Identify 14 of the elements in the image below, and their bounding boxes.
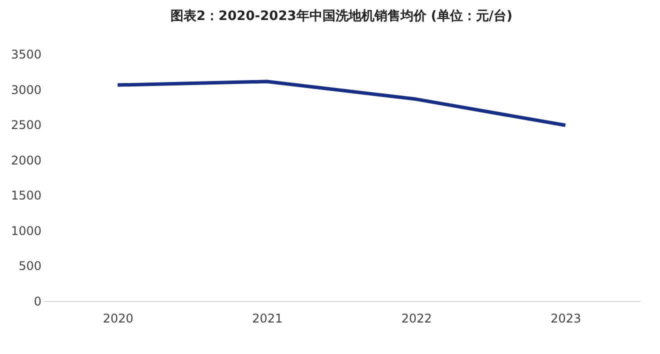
- x-tick-label: 2022: [401, 312, 432, 326]
- chart-title: 图表2：2020-2023年中国洗地机销售均价 (单位：元/台): [170, 8, 512, 24]
- x-tick-label: 2021: [252, 312, 283, 326]
- y-tick-label: 1000: [10, 224, 42, 238]
- y-tick-label: 0: [34, 294, 42, 308]
- y-tick-label: 1500: [10, 188, 42, 203]
- y-tick-label: 2000: [10, 153, 42, 168]
- y-tick-label: 3000: [10, 82, 42, 97]
- y-tick-label: 500: [18, 259, 42, 274]
- x-tick-label: 2023: [550, 312, 582, 326]
- y-tick-label: 3500: [10, 48, 42, 62]
- y-tick-label: 2500: [10, 118, 42, 132]
- x-tick-label: 2020: [102, 312, 134, 326]
- line-series: [116, 80, 568, 128]
